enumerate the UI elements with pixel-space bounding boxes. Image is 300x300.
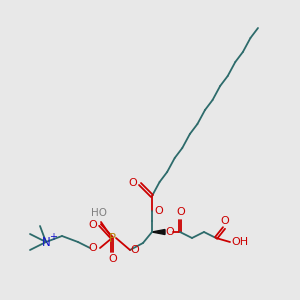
Text: O: O bbox=[154, 206, 164, 216]
Text: N: N bbox=[42, 236, 50, 248]
Text: HO: HO bbox=[91, 208, 107, 218]
Text: O: O bbox=[220, 216, 230, 226]
Text: O: O bbox=[166, 227, 174, 237]
Text: O: O bbox=[88, 243, 98, 253]
Text: O: O bbox=[177, 207, 185, 217]
Text: O: O bbox=[109, 254, 117, 264]
Text: O: O bbox=[130, 245, 140, 255]
Polygon shape bbox=[152, 230, 165, 235]
Text: O: O bbox=[129, 178, 137, 188]
Text: P: P bbox=[109, 232, 116, 244]
Text: OH: OH bbox=[231, 237, 249, 247]
Text: +: + bbox=[49, 232, 57, 242]
Text: O: O bbox=[88, 220, 98, 230]
